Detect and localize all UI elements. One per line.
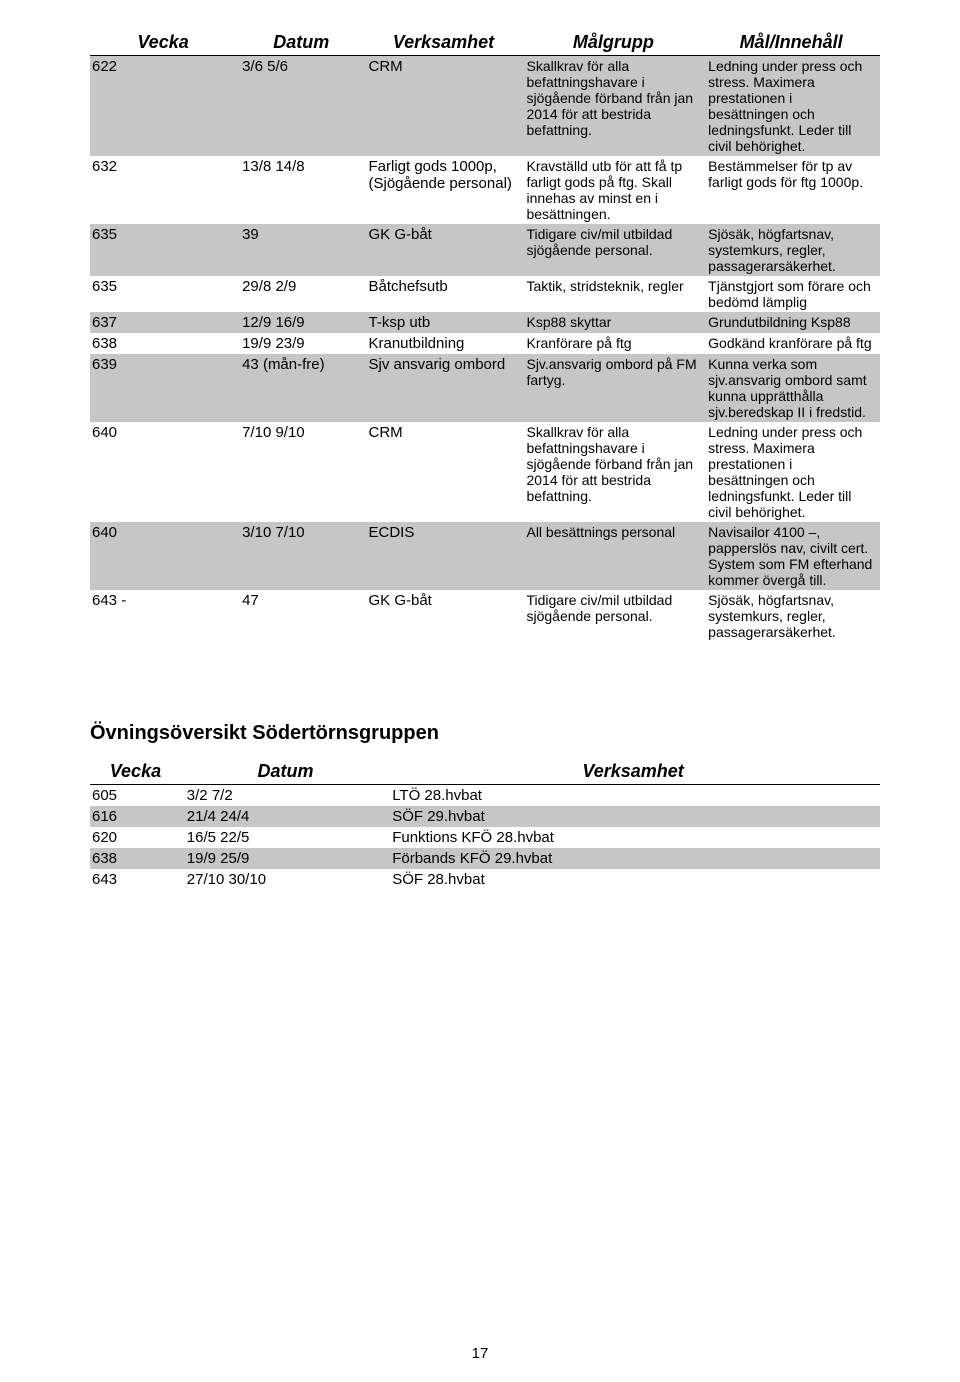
table-row: 64327/10 30/10SÖF 28.hvbat: [90, 869, 880, 890]
main-table: Vecka Datum Verksamhet Målgrupp Mål/Inne…: [90, 30, 880, 642]
ex-col-datum: Datum: [185, 759, 390, 785]
cell-malgrupp: Skallkrav för alla befattningshavare i s…: [524, 56, 706, 157]
col-vecka: Vecka: [90, 30, 240, 56]
cell-verksamhet: SÖF 28.hvbat: [390, 869, 880, 890]
cell-verksamhet: Funktions KFÖ 28.hvbat: [390, 827, 880, 848]
cell-vecka: 638: [90, 848, 185, 869]
cell-mal: Godkänd kranförare på ftg: [706, 333, 880, 354]
cell-malgrupp: Skallkrav för alla befattningshavare i s…: [524, 422, 706, 522]
cell-mal: Kunna verka som sjv.ansvarig ombord samt…: [706, 354, 880, 422]
page-number: 17: [0, 1345, 960, 1362]
col-mal: Mål/Innehåll: [706, 30, 880, 56]
cell-datum: 7/10 9/10: [240, 422, 366, 522]
cell-datum: 21/4 24/4: [185, 806, 390, 827]
table-row: 63213/8 14/8Farligt gods 1000p, (Sjögåen…: [90, 156, 880, 224]
cell-malgrupp: Kravställd utb för att få tp farligt god…: [524, 156, 706, 224]
table-row: 63819/9 23/9KranutbildningKranförare på …: [90, 333, 880, 354]
cell-datum: 13/8 14/8: [240, 156, 366, 224]
cell-verksamhet: Sjv ansvarig ombord: [366, 354, 524, 422]
main-table-header-row: Vecka Datum Verksamhet Målgrupp Mål/Inne…: [90, 30, 880, 56]
cell-mal: Sjösäk, högfartsnav, systemkurs, regler,…: [706, 224, 880, 276]
table-row: 63712/9 16/9T-ksp utbKsp88 skyttarGrundu…: [90, 312, 880, 333]
cell-datum: 29/8 2/9: [240, 276, 366, 312]
cell-malgrupp: Ksp88 skyttar: [524, 312, 706, 333]
cell-verksamhet: GK G-båt: [366, 224, 524, 276]
cell-datum: 19/9 23/9: [240, 333, 366, 354]
cell-vecka: 616: [90, 806, 185, 827]
table-row: 63819/9 25/9Förbands KFÖ 29.hvbat: [90, 848, 880, 869]
cell-datum: 19/9 25/9: [185, 848, 390, 869]
table-row: 6223/6 5/6CRMSkallkrav för alla befattni…: [90, 56, 880, 157]
cell-verksamhet: Båtchefsutb: [366, 276, 524, 312]
cell-datum: 43 (mån-fre): [240, 354, 366, 422]
cell-vecka: 643: [90, 869, 185, 890]
table-row: 6403/10 7/10ECDISAll besättnings persona…: [90, 522, 880, 590]
cell-vecka: 639: [90, 354, 240, 422]
cell-verksamhet: Kranutbildning: [366, 333, 524, 354]
cell-mal: Grundutbildning Ksp88: [706, 312, 880, 333]
cell-vecka: 638: [90, 333, 240, 354]
cell-verksamhet: CRM: [366, 56, 524, 157]
cell-vecka: 637: [90, 312, 240, 333]
cell-datum: 47: [240, 590, 366, 642]
cell-vecka: 640: [90, 422, 240, 522]
cell-datum: 39: [240, 224, 366, 276]
cell-datum: 3/6 5/6: [240, 56, 366, 157]
cell-datum: 3/2 7/2: [185, 785, 390, 807]
cell-vecka: 640: [90, 522, 240, 590]
cell-datum: 12/9 16/9: [240, 312, 366, 333]
cell-malgrupp: Kranförare på ftg: [524, 333, 706, 354]
cell-malgrupp: Taktik, stridsteknik, regler: [524, 276, 706, 312]
ex-col-vecka: Vecka: [90, 759, 185, 785]
cell-vecka: 632: [90, 156, 240, 224]
table-row: 63539GK G-båtTidigare civ/mil utbildad s…: [90, 224, 880, 276]
cell-mal: Ledning under press och stress. Maximera…: [706, 422, 880, 522]
cell-datum: 16/5 22/5: [185, 827, 390, 848]
cell-verksamhet: CRM: [366, 422, 524, 522]
table-row: 62016/5 22/5Funktions KFÖ 28.hvbat: [90, 827, 880, 848]
cell-malgrupp: All besättnings personal: [524, 522, 706, 590]
table-row: 61621/4 24/4SÖF 29.hvbat: [90, 806, 880, 827]
cell-vecka: 620: [90, 827, 185, 848]
cell-verksamhet: LTÖ 28.hvbat: [390, 785, 880, 807]
cell-mal: Ledning under press och stress. Maximera…: [706, 56, 880, 157]
cell-verksamhet: GK G-båt: [366, 590, 524, 642]
cell-vecka: 635: [90, 224, 240, 276]
col-verksamhet: Verksamhet: [366, 30, 524, 56]
cell-datum: 3/10 7/10: [240, 522, 366, 590]
cell-verksamhet: Förbands KFÖ 29.hvbat: [390, 848, 880, 869]
cell-datum: 27/10 30/10: [185, 869, 390, 890]
exercise-table-header-row: Vecka Datum Verksamhet: [90, 759, 880, 785]
table-row: 63943 (mån-fre)Sjv ansvarig ombordSjv.an…: [90, 354, 880, 422]
exercise-table: Vecka Datum Verksamhet 6053/2 7/2LTÖ 28.…: [90, 759, 880, 890]
table-row: 643 -47GK G-båtTidigare civ/mil utbildad…: [90, 590, 880, 642]
ex-col-verksamhet: Verksamhet: [390, 759, 880, 785]
col-datum: Datum: [240, 30, 366, 56]
cell-vecka: 643 -: [90, 590, 240, 642]
cell-malgrupp: Tidigare civ/mil utbildad sjögående pers…: [524, 224, 706, 276]
cell-vecka: 622: [90, 56, 240, 157]
col-malgrupp: Målgrupp: [524, 30, 706, 56]
cell-malgrupp: Tidigare civ/mil utbildad sjögående pers…: [524, 590, 706, 642]
cell-vecka: 635: [90, 276, 240, 312]
cell-mal: Tjänstgjort som förare och bedömd lämpli…: [706, 276, 880, 312]
cell-mal: Bestämmelser för tp av farligt gods för …: [706, 156, 880, 224]
table-row: 6407/10 9/10CRMSkallkrav för alla befatt…: [90, 422, 880, 522]
cell-mal: Sjösäk, högfartsnav, systemkurs, regler,…: [706, 590, 880, 642]
cell-verksamhet: ECDIS: [366, 522, 524, 590]
cell-verksamhet: Farligt gods 1000p, (Sjögående personal): [366, 156, 524, 224]
section-title: Övningsöversikt Södertörnsgruppen: [90, 722, 880, 745]
cell-vecka: 605: [90, 785, 185, 807]
table-row: 63529/8 2/9BåtchefsutbTaktik, stridstekn…: [90, 276, 880, 312]
cell-verksamhet: SÖF 29.hvbat: [390, 806, 880, 827]
cell-mal: Navisailor 4100 –, papperslös nav, civil…: [706, 522, 880, 590]
cell-verksamhet: T-ksp utb: [366, 312, 524, 333]
cell-malgrupp: Sjv.ansvarig ombord på FM fartyg.: [524, 354, 706, 422]
table-row: 6053/2 7/2LTÖ 28.hvbat: [90, 785, 880, 807]
